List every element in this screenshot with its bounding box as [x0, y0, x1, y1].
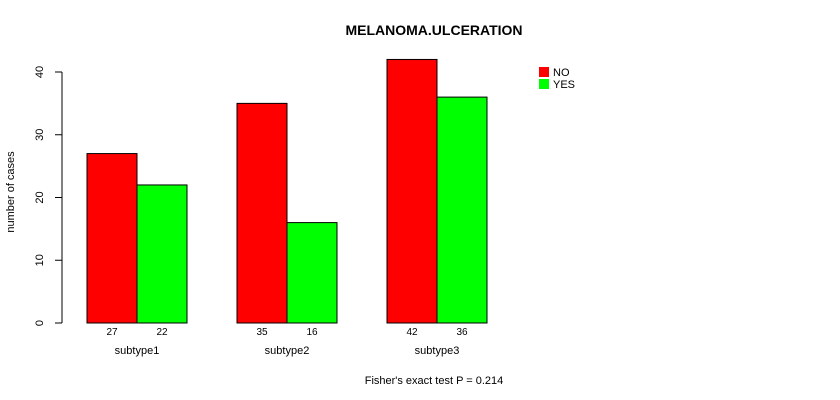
bar-value-label: 36 — [456, 327, 468, 338]
category-label-subtype3: subtype3 — [415, 345, 460, 357]
y-tick-label: 20 — [34, 191, 46, 203]
bar-no-subtype2 — [236, 102, 288, 324]
bar-value-label: 16 — [306, 327, 318, 338]
y-tick-label: 0 — [34, 320, 46, 326]
legend-swatch-yes — [539, 79, 549, 89]
legend-label-yes: YES — [553, 79, 575, 91]
bar-value-label: 35 — [256, 327, 268, 338]
bar-value-label: 42 — [406, 327, 418, 338]
y-tick-label: 30 — [34, 129, 46, 141]
y-tick-label: 10 — [34, 254, 46, 266]
bar-no-subtype1 — [86, 153, 138, 324]
chart-title: MELANOMA.ULCERATION — [345, 22, 522, 38]
footnote: Fisher's exact test P = 0.214 — [365, 375, 504, 387]
bar-yes-subtype2 — [286, 222, 338, 324]
legend-swatch-no — [539, 67, 549, 77]
value-labels: 27 22 35 16 42 36 — [106, 327, 468, 338]
bar-yes-subtype3 — [436, 96, 488, 324]
legend-label-no: NO — [553, 67, 570, 79]
category-labels: subtype1 subtype2 subtype3 — [115, 345, 460, 357]
bar-value-label: 22 — [156, 327, 168, 338]
y-axis-label: number of cases — [5, 151, 17, 233]
category-label-subtype1: subtype1 — [115, 345, 160, 357]
bar-no-subtype3 — [386, 58, 438, 324]
bar-value-label: 27 — [106, 327, 118, 338]
y-axis: 0 10 20 30 40 — [34, 66, 63, 326]
bar-yes-subtype1 — [136, 184, 188, 324]
category-label-subtype2: subtype2 — [265, 345, 310, 357]
bars — [86, 58, 488, 324]
y-tick-label: 40 — [34, 66, 46, 78]
